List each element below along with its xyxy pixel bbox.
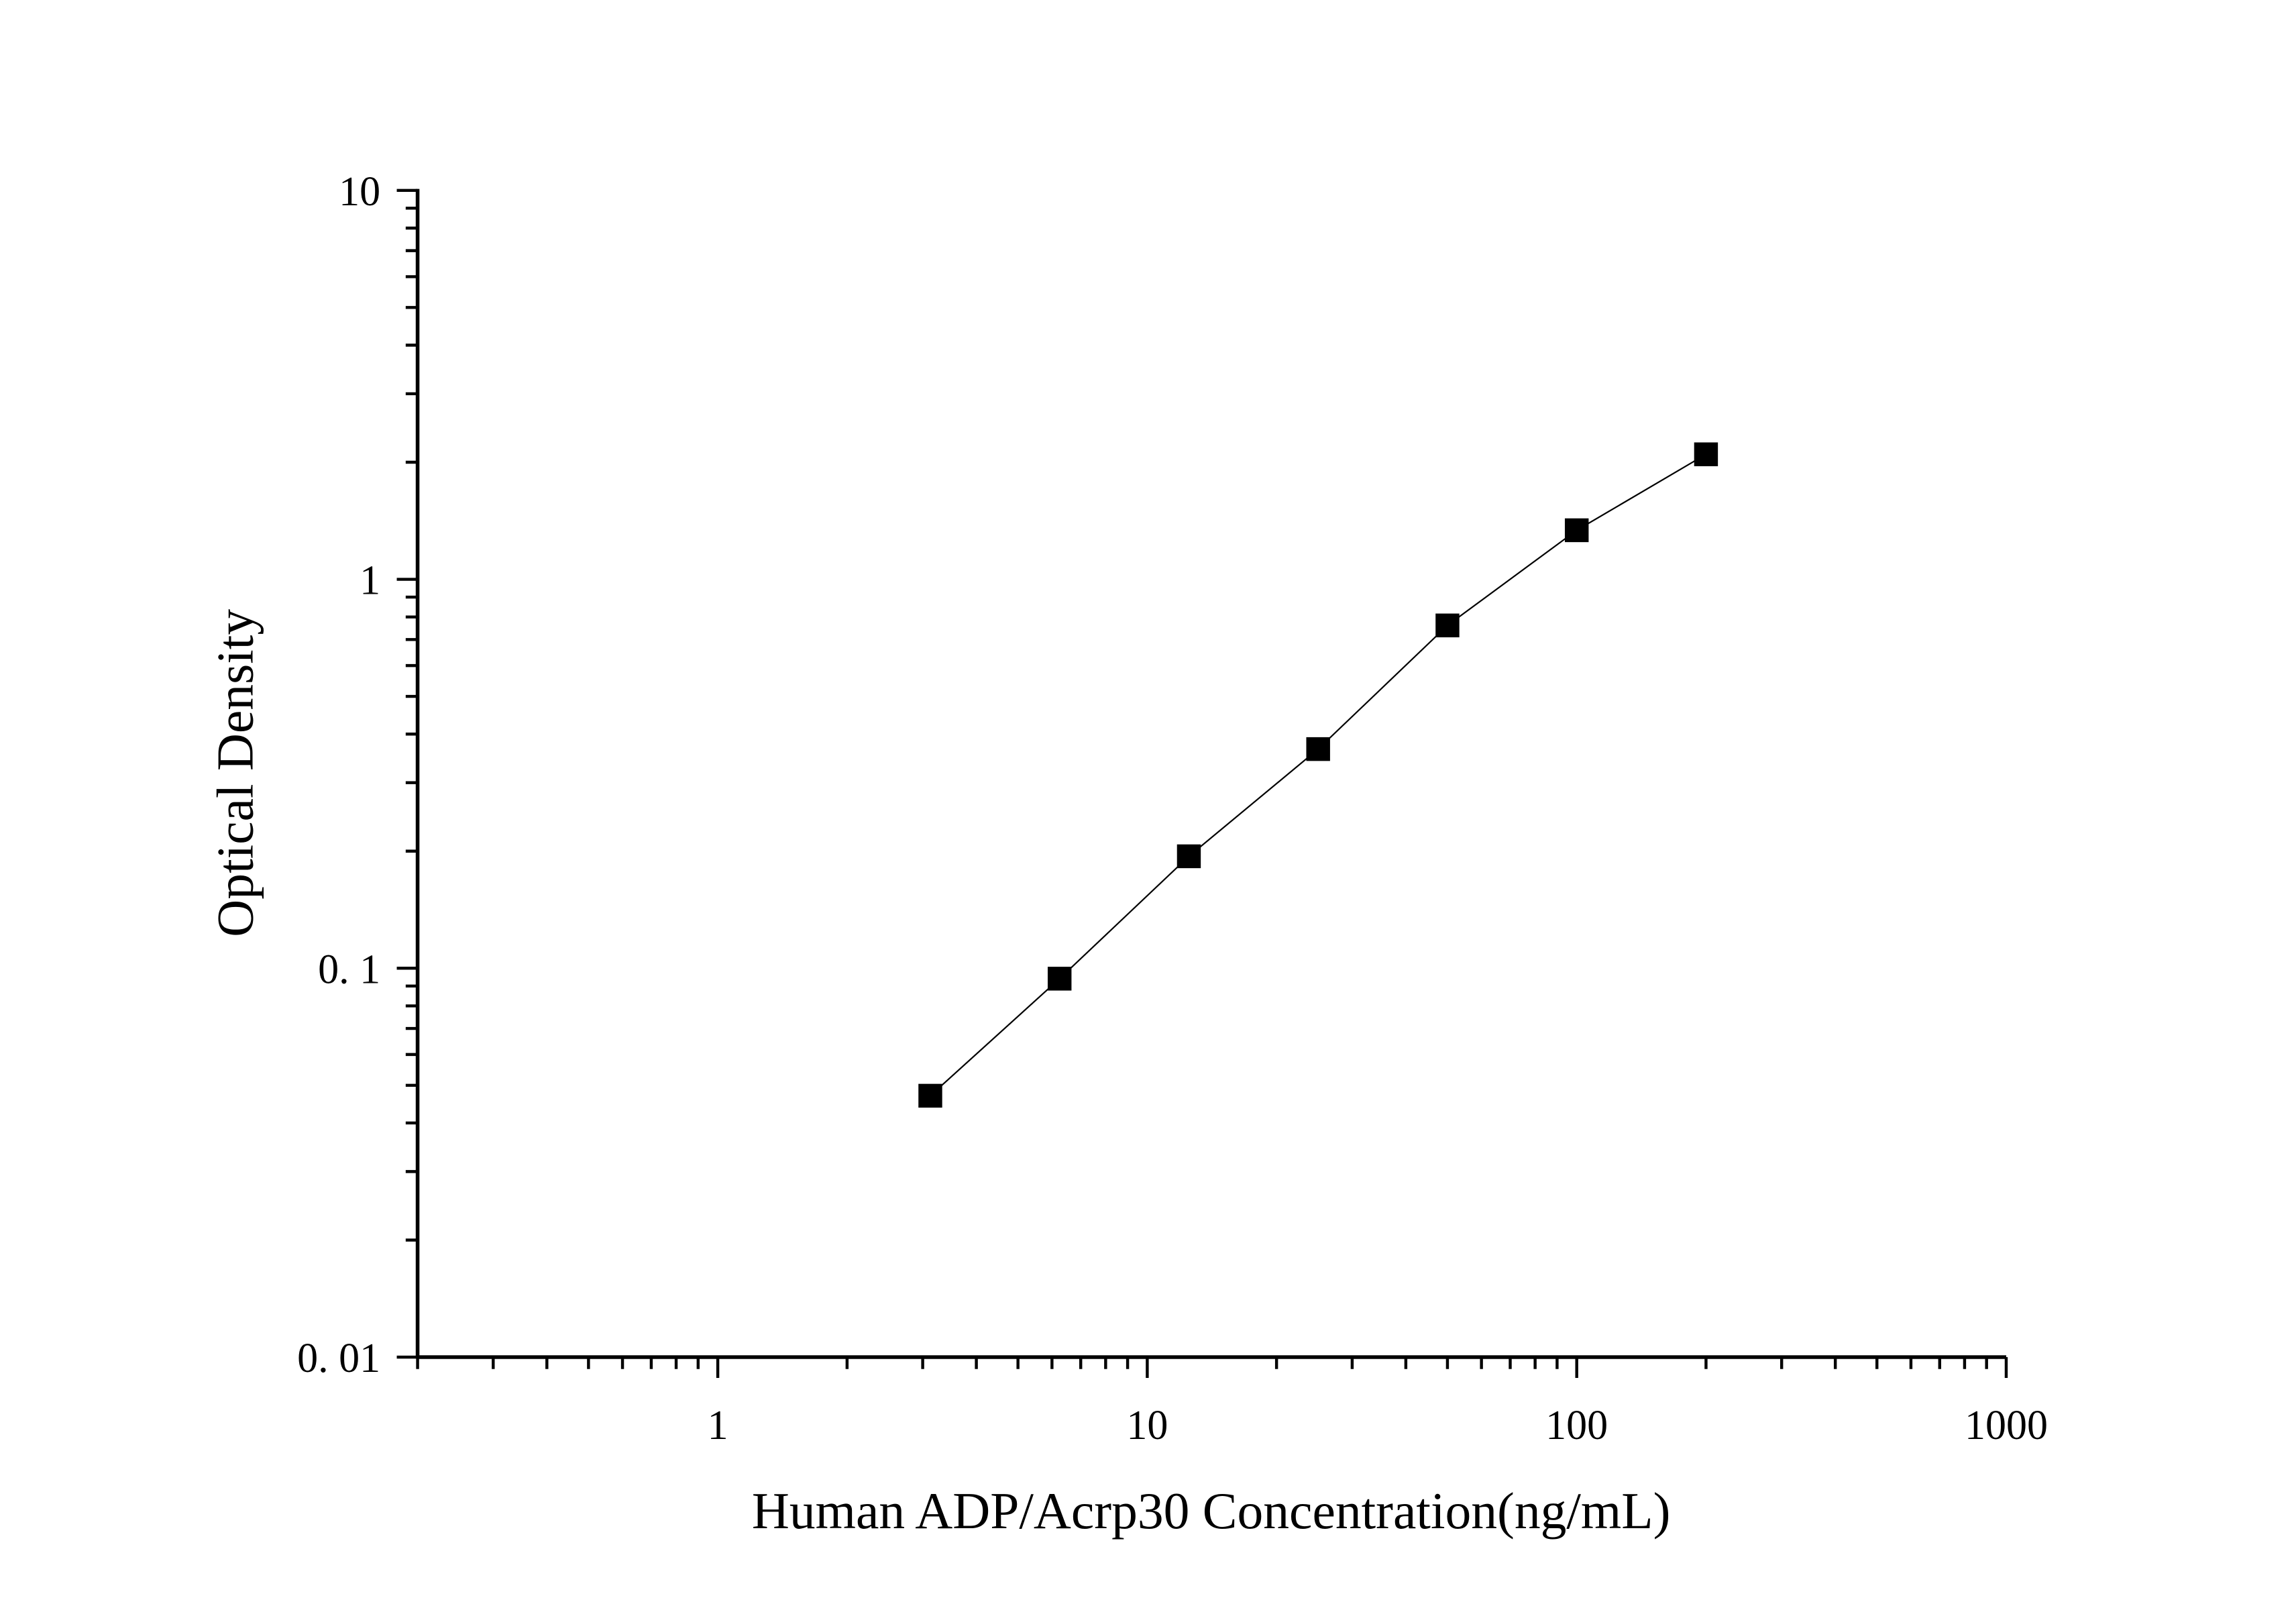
y-tick-label: 0. 01	[297, 1336, 380, 1381]
data-point	[1694, 442, 1718, 466]
x-tick-label: 1	[708, 1403, 728, 1448]
ticks: 1 10 100 1000 0. 01 0. 1 1 10	[297, 169, 2048, 1448]
series	[918, 442, 1718, 1108]
data-point	[1564, 518, 1589, 543]
data-point	[1177, 844, 1201, 869]
x-tick-label: 100	[1545, 1403, 1608, 1448]
axes	[415, 189, 2006, 1359]
data-point	[918, 1083, 942, 1108]
data-point	[1306, 737, 1330, 761]
x-axis-label: Human ADP/Acrp30 Concentration(ng/mL)	[752, 1482, 1670, 1540]
x-tick-label: 10	[1126, 1403, 1168, 1448]
y-tick-label: 1	[360, 558, 380, 604]
y-axis-label: Optical Density	[207, 609, 264, 937]
data-point	[1047, 967, 1072, 991]
data-point	[1435, 613, 1460, 638]
y-tick-label: 10	[339, 169, 380, 215]
y-tick-label: 0. 1	[318, 947, 380, 992]
series-line	[930, 453, 1706, 1097]
x-tick-label: 1000	[1965, 1403, 2048, 1448]
